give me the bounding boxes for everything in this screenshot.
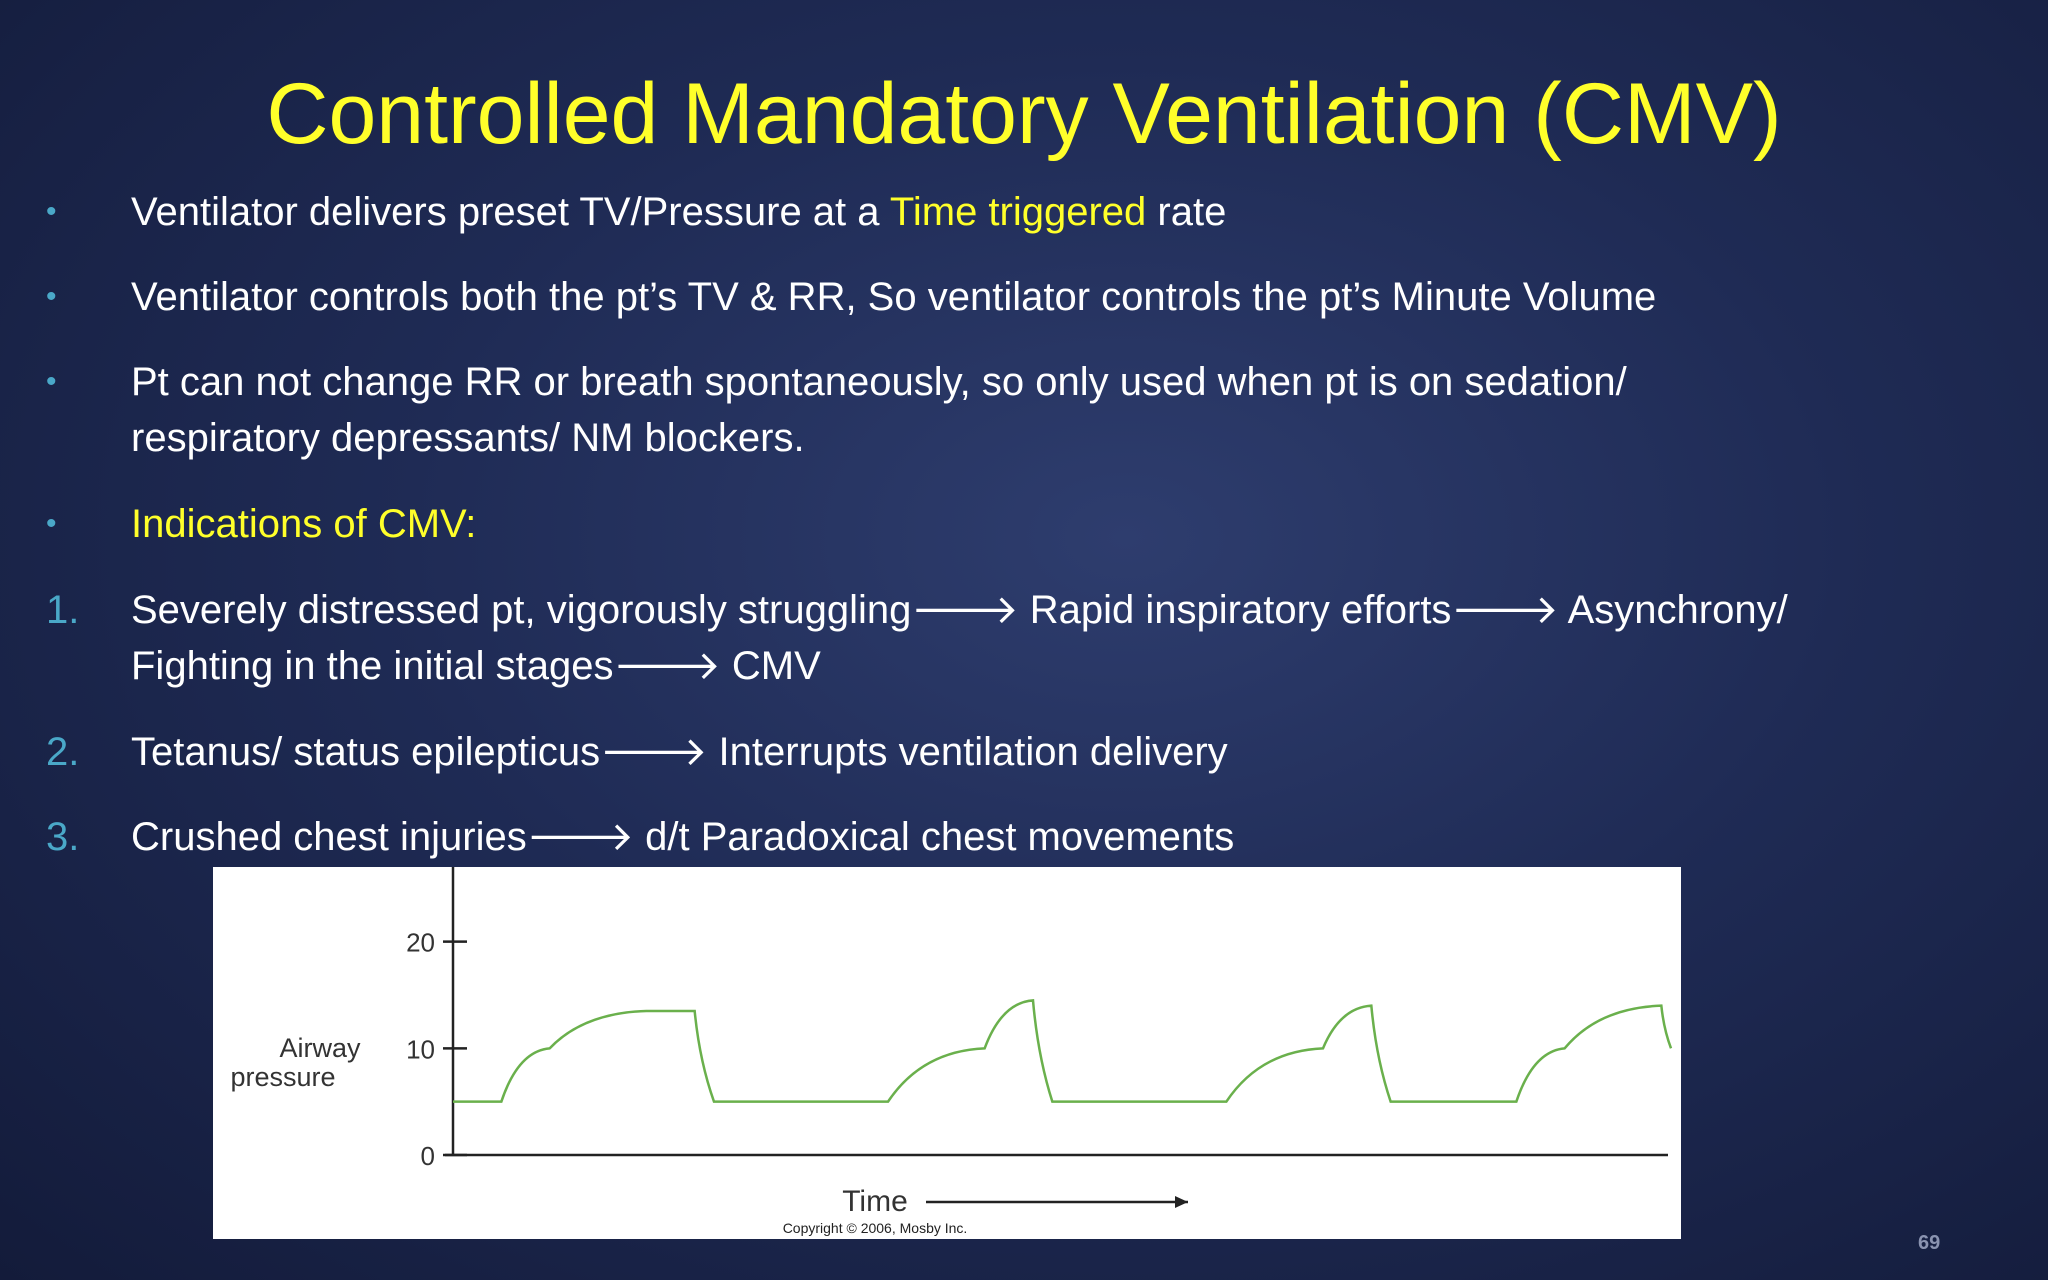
numbered-text: Fighting in the initial stages🡒 CMV <box>131 644 821 688</box>
y-axis-ticks: 0 10 20 <box>406 928 467 1171</box>
y-tick-label: 10 <box>406 1034 435 1064</box>
numbered-text: Severely distressed pt, vigorously strug… <box>131 588 1788 632</box>
slide-number: 69 <box>1918 1232 1941 1254</box>
number-marker: 3. <box>46 815 80 859</box>
numbered-text: Crushed chest injuries🡒 d/t Paradoxical … <box>131 815 1235 859</box>
y-axis-label-line1: Airway <box>279 1033 361 1063</box>
y-axis-label-line2: pressure <box>230 1062 335 1092</box>
pressure-waveform <box>453 998 1673 1103</box>
bullet-text-part: rate <box>1146 190 1227 234</box>
bullet-text: Ventilator delivers preset TV/Pressure a… <box>131 184 1891 240</box>
airway-pressure-figure: Airway pressure 0 10 20 Time Copyright © 2… <box>213 867 1681 1239</box>
time-arrow <box>926 1196 1188 1208</box>
airway-pressure-chart: Airway pressure 0 10 20 Time Copyright © 2… <box>230 867 1673 1236</box>
number-marker: 2. <box>46 730 80 774</box>
bullet-text: Pt can not change RR or breath spontaneo… <box>131 360 1627 404</box>
bullet-text: Ventilator controls both the pt’s TV & R… <box>131 275 1657 319</box>
chart-axes <box>445 867 1668 1157</box>
number-marker: 1. <box>46 588 80 632</box>
bullet-text-part: Ventilator delivers preset TV/Pressure a… <box>131 190 890 234</box>
bullet-marker: • <box>46 507 57 540</box>
bullet-text: respiratory depressants/ NM blockers. <box>131 416 805 460</box>
numbered-text: Tetanus/ status epilepticus🡒 Interrupts … <box>131 730 1228 774</box>
copyright-note: Copyright © 2006, Mosby Inc. <box>783 1220 968 1236</box>
bullet-list: • Ventilator delivers preset TV/Pressure… <box>46 184 1891 859</box>
x-axis-label: Time <box>842 1185 908 1218</box>
y-tick-label: 20 <box>406 928 435 958</box>
y-tick-label: 0 <box>421 1141 435 1171</box>
bullet-marker: • <box>46 195 57 228</box>
bullet-marker: • <box>46 280 57 313</box>
bullet-marker: • <box>46 365 57 398</box>
indications-heading: Indications of CMV: <box>131 502 477 546</box>
time-arrow-head <box>1175 1196 1188 1208</box>
highlight-text: Time triggered <box>889 190 1147 234</box>
slide-title: Controlled Mandatory Ventilation (CMV) <box>266 66 1782 162</box>
